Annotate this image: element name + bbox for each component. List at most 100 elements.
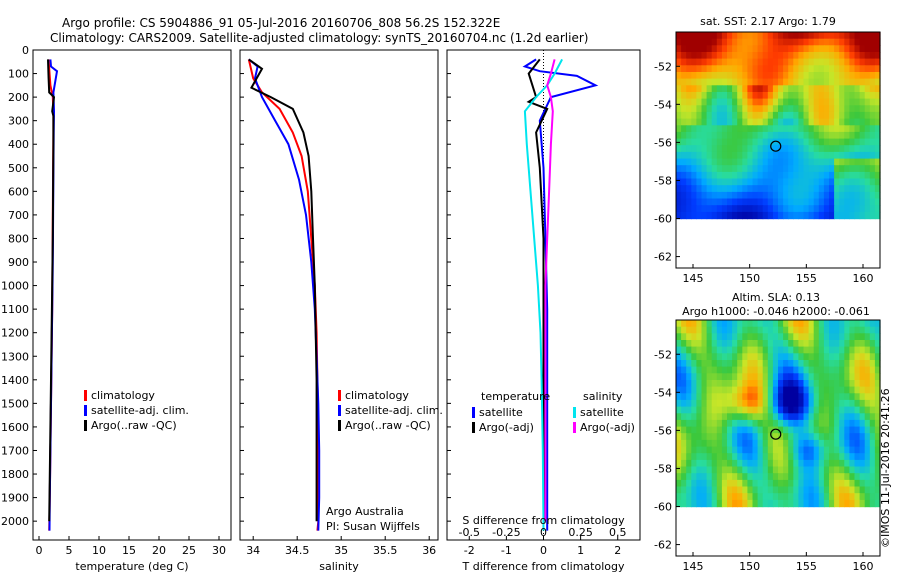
map-cell (818, 125, 825, 133)
map-cell (676, 171, 682, 180)
map-cell (752, 151, 759, 160)
map-cell (783, 138, 789, 146)
map-cell (864, 479, 871, 488)
map-cell (737, 346, 743, 354)
map-cell (686, 373, 692, 381)
map-cell (757, 198, 764, 206)
map-cell (823, 380, 830, 388)
map-cell (849, 419, 856, 428)
map-cell (716, 439, 723, 448)
map-cell (874, 366, 881, 374)
map-cell (742, 393, 748, 401)
map-cell (778, 386, 784, 394)
map-cell (823, 426, 830, 434)
map-cell (834, 413, 840, 421)
map-cell (762, 45, 769, 53)
map-cell (742, 346, 748, 354)
map-cell (742, 459, 748, 468)
map-cell (676, 493, 682, 501)
map-cell (798, 198, 805, 206)
map-cell (711, 125, 718, 133)
map-cell (839, 165, 845, 173)
map-cell (696, 320, 703, 328)
map-cell (834, 393, 840, 401)
map-cell (686, 413, 692, 421)
map-cell (752, 446, 759, 454)
map-cell (691, 111, 697, 120)
map-cell (808, 399, 815, 408)
map-cell (793, 138, 799, 146)
map-cell (681, 158, 687, 166)
map-cell (834, 98, 840, 106)
map-cell (757, 38, 764, 46)
map-cell (844, 85, 850, 93)
map-cell (818, 145, 825, 153)
legend-label: Argo(..raw -QC) (91, 419, 177, 432)
map-cell (813, 353, 820, 361)
map-cell (854, 386, 861, 394)
map-cell (783, 32, 789, 40)
map-cell (681, 85, 687, 93)
map-cell (676, 320, 682, 328)
map-cell (762, 446, 769, 454)
map-cell (762, 346, 769, 354)
map-cell (767, 78, 774, 86)
map-cell (803, 446, 810, 454)
y-tick-label: 1800 (1, 468, 29, 481)
map-cell (818, 72, 825, 80)
map-cell (834, 151, 840, 160)
map-cell (676, 198, 682, 206)
map-cell (732, 353, 738, 361)
map-cell (854, 406, 861, 414)
map-cell (686, 198, 692, 206)
map-cell (676, 211, 682, 220)
map-cell (869, 333, 876, 341)
x-tick-label: -2 (464, 544, 475, 557)
map-cell (732, 459, 738, 468)
map-cell (849, 65, 856, 73)
map-cell (706, 185, 713, 193)
map-cell (676, 406, 682, 414)
map-cell (849, 486, 856, 494)
map-cell (767, 413, 774, 421)
map-cell (696, 58, 703, 66)
map-cell (701, 499, 708, 508)
map-cell (818, 446, 825, 454)
map-cell (859, 198, 866, 206)
map-cell (716, 32, 723, 40)
panel-salinity: 34 34.5 35 35.5 36salinityclimatologysatelli… (239, 49, 443, 573)
map-cell (829, 32, 835, 40)
map-cell (844, 499, 850, 508)
map-cell (859, 138, 866, 146)
map-cell (854, 419, 861, 428)
map-cell (829, 320, 835, 328)
map-cell (844, 58, 850, 66)
map-cell (844, 453, 850, 461)
map-cell (839, 360, 845, 368)
map-cell (762, 360, 769, 368)
map-cell (762, 185, 769, 193)
credit-stamp: ©IMOS 11-Jul-2016 20:41:26 (879, 388, 892, 548)
map-cell (864, 393, 871, 401)
map-cell (823, 393, 830, 401)
map-cell (823, 131, 830, 140)
map-cell (834, 191, 840, 200)
y-tick-label: 1600 (1, 421, 29, 434)
map-cell (701, 52, 708, 60)
map-cell (742, 333, 748, 341)
map-cell (681, 165, 687, 173)
map-cell (869, 393, 876, 401)
map-cell (716, 459, 723, 468)
map-cell (849, 439, 856, 448)
map-cell (727, 52, 733, 60)
map-cell (762, 105, 769, 113)
map-cell (849, 191, 856, 200)
map-cell (839, 32, 845, 40)
map-cell (849, 145, 856, 153)
map-cell (772, 393, 779, 401)
map-cell (874, 45, 881, 53)
map-cell (859, 333, 866, 341)
map-cell (839, 158, 845, 166)
map-cell (737, 131, 743, 140)
map-cell (849, 426, 856, 434)
